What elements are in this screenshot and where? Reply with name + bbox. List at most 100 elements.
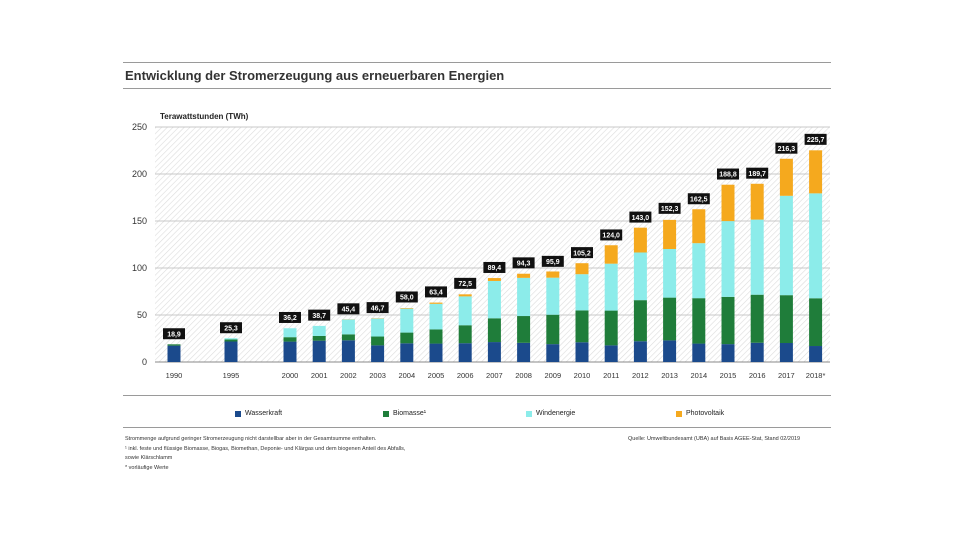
bar-stack-2011 — [604, 245, 618, 362]
bar-wasserkraft — [633, 341, 647, 362]
bar-wasserkraft — [312, 340, 326, 362]
total-label: 46,7 — [366, 302, 389, 314]
bar-windenergie — [458, 296, 472, 326]
x-tick-label: 2018* — [806, 371, 826, 380]
bar-stack-2015 — [721, 184, 735, 362]
y-axis-label: Terawattstunden (TWh) — [160, 112, 249, 121]
x-tick-label: 2009 — [544, 371, 561, 380]
total-label-text: 95,9 — [546, 259, 560, 266]
total-label: 38,7 — [308, 309, 331, 321]
bar-wasserkraft — [517, 342, 531, 362]
total-label-box — [600, 229, 623, 241]
total-label-box — [629, 211, 652, 223]
bar-wasserkraft — [341, 340, 355, 362]
bar-biomasse — [312, 335, 326, 341]
legend-item-biomasse: Biomasse¹ — [383, 410, 426, 417]
bar-windenergie — [546, 277, 560, 315]
total-label-text: 18,9 — [167, 331, 181, 338]
bar-biomasse — [692, 298, 706, 344]
bar-stack-2005 — [429, 302, 443, 362]
bar-biomasse — [429, 329, 443, 344]
x-tick-label: 2005 — [428, 371, 445, 380]
bar-stack-2016 — [750, 183, 764, 362]
total-label: 45,4 — [337, 303, 360, 315]
bar-windenergie — [400, 308, 414, 333]
total-label-box — [454, 277, 477, 289]
x-tick-label: 2003 — [369, 371, 386, 380]
y-tick-label: 50 — [137, 310, 147, 320]
total-label-box — [337, 303, 360, 315]
bar-wasserkraft — [692, 343, 706, 362]
bar-photovoltaik — [779, 158, 793, 196]
y-tick-label: 250 — [132, 122, 147, 132]
total-label-text: 225,7 — [807, 137, 825, 144]
total-label-box — [717, 168, 739, 180]
total-label-text: 89,4 — [488, 265, 502, 272]
x-tick-label: 2015 — [720, 371, 737, 380]
bar-biomasse — [633, 300, 647, 342]
chart-title: Entwicklung der Stromerzeugung aus erneu… — [125, 68, 505, 83]
bar-biomasse — [371, 336, 385, 346]
bar-stack-2000 — [283, 328, 297, 362]
total-label-text: 38,7 — [312, 313, 326, 320]
bar-biomasse — [663, 297, 677, 341]
bar-wasserkraft — [750, 342, 764, 362]
total-label-text: 25,3 — [224, 325, 238, 332]
bar-windenergie — [487, 280, 501, 319]
x-tick-label: 2011 — [603, 371, 619, 380]
x-tick-label: 2000 — [282, 371, 299, 380]
bar-stack-2004 — [400, 308, 414, 362]
total-label: 36,2 — [279, 311, 301, 323]
bar-stack-2013 — [663, 219, 677, 362]
y-tick-label: 200 — [132, 169, 147, 179]
bar-windenergie — [809, 193, 823, 299]
legend-label: Wasserkraft — [245, 410, 283, 417]
x-tick-label: 2007 — [486, 371, 503, 380]
bar-biomasse — [487, 318, 501, 343]
y-tick-label: 150 — [132, 216, 147, 226]
x-tick-label: 2014 — [690, 371, 707, 380]
bar-photovoltaik — [663, 219, 677, 250]
bar-stack-2012 — [633, 227, 647, 362]
bar-wasserkraft — [721, 344, 735, 362]
total-labels: 18,9 25,3 36,2 38,7 45,4 46,7 58,0 63,4 72,5 89,4… — [163, 133, 827, 340]
x-tick-label: 2012 — [632, 371, 649, 380]
bar-stack-2007 — [487, 278, 501, 362]
bar-windenergie — [283, 328, 297, 338]
bar-windenergie — [633, 252, 647, 301]
y-axis-tick-labels: 0 50 100 150 200 250 — [132, 122, 147, 367]
bar-windenergie — [312, 325, 326, 336]
bar-stack-2017 — [779, 158, 793, 362]
total-label-text: 162,5 — [690, 196, 708, 203]
total-label: 225,7 — [804, 133, 827, 145]
bar-biomasse — [779, 295, 793, 344]
bar-windenergie — [224, 338, 238, 340]
bar-windenergie — [604, 263, 618, 311]
total-label-box — [571, 247, 593, 259]
total-label: 72,5 — [454, 277, 477, 289]
bar-windenergie — [663, 249, 677, 298]
footnote-biomass-cont: sowie Klärschlamm — [125, 455, 173, 461]
bar-wasserkraft — [167, 345, 181, 362]
bar-stack-2001 — [312, 325, 326, 362]
total-label-text: 36,2 — [283, 315, 297, 322]
total-label: 89,4 — [483, 261, 506, 273]
total-label-text: 72,5 — [458, 281, 472, 288]
total-label-box — [512, 257, 535, 269]
x-tick-label: 2013 — [661, 371, 678, 380]
bar-photovoltaik — [604, 245, 618, 264]
bar-wasserkraft — [400, 343, 414, 362]
bar-stack-2014 — [692, 209, 706, 362]
bar-biomasse — [458, 325, 472, 344]
source-note: Quelle: Umweltbundesamt (UBA) auf Basis … — [628, 436, 801, 442]
total-label: 63,4 — [425, 286, 447, 298]
total-label: 189,7 — [746, 167, 769, 179]
total-label: 143,0 — [629, 211, 652, 223]
legend-top-rule — [123, 395, 831, 396]
bar-photovoltaik — [400, 308, 414, 309]
total-label-text: 216,3 — [778, 146, 796, 153]
bar-stack-2002 — [341, 319, 355, 362]
total-label: 152,3 — [658, 202, 681, 214]
y-tick-label: 0 — [142, 357, 147, 367]
bar-windenergie — [371, 318, 385, 337]
